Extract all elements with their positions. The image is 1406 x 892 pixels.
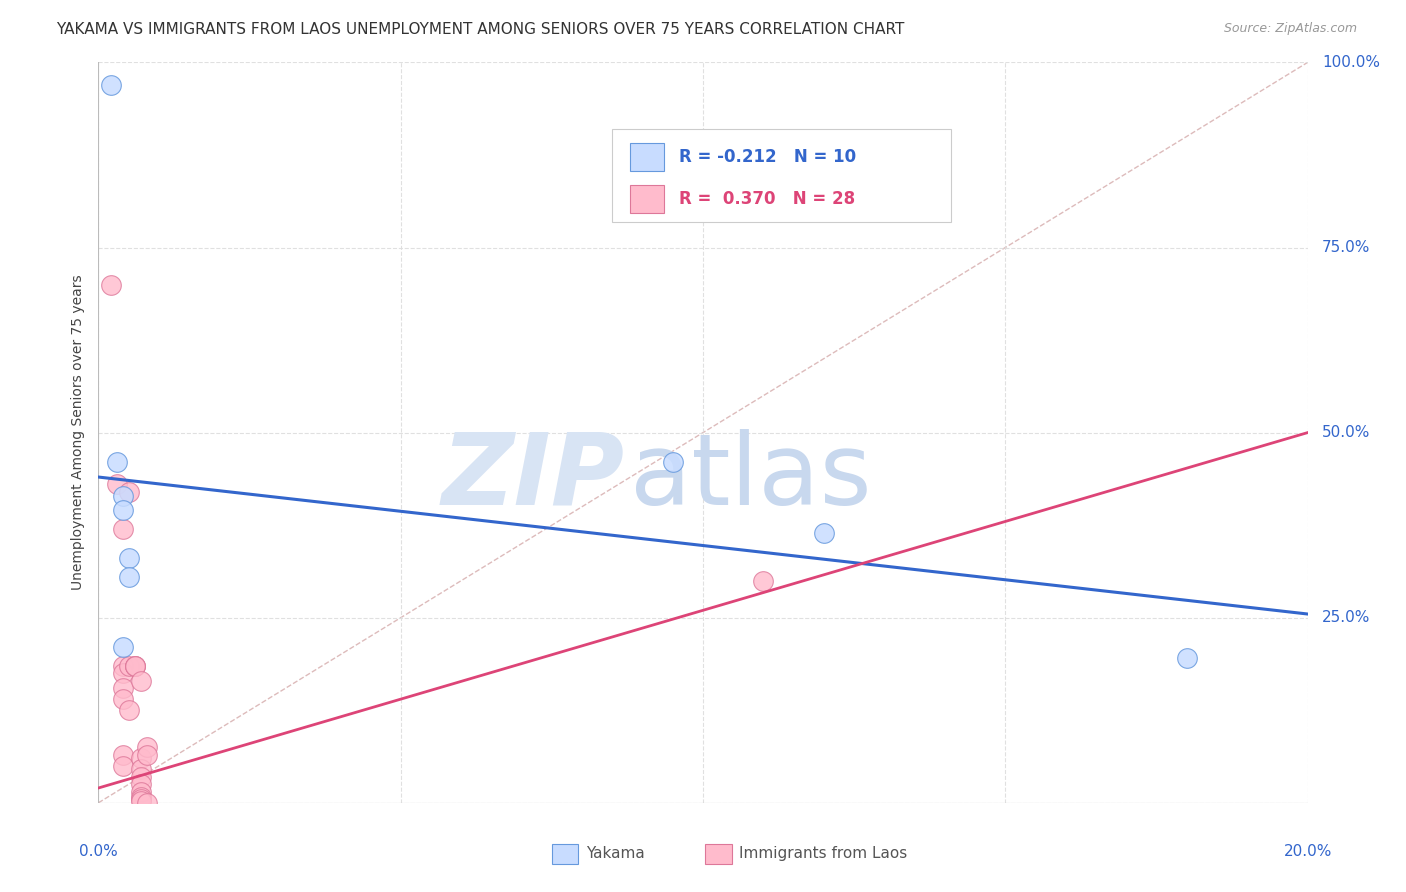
Text: Source: ZipAtlas.com: Source: ZipAtlas.com xyxy=(1223,22,1357,36)
Text: 25.0%: 25.0% xyxy=(1322,610,1371,625)
Text: R = -0.212   N = 10: R = -0.212 N = 10 xyxy=(679,148,856,166)
Point xyxy=(118,703,141,717)
FancyBboxPatch shape xyxy=(613,129,950,221)
Text: 0.0%: 0.0% xyxy=(79,844,118,858)
Point xyxy=(813,525,835,540)
Point xyxy=(752,574,775,588)
Point xyxy=(129,777,152,791)
Point xyxy=(661,455,683,469)
Point xyxy=(129,763,152,777)
Point xyxy=(124,658,146,673)
FancyBboxPatch shape xyxy=(630,185,664,212)
Point xyxy=(111,747,134,762)
Point xyxy=(100,277,122,292)
Point xyxy=(100,78,122,92)
Point xyxy=(124,658,146,673)
Point xyxy=(1175,651,1198,665)
Y-axis label: Unemployment Among Seniors over 75 years: Unemployment Among Seniors over 75 years xyxy=(72,275,86,591)
Point xyxy=(111,522,134,536)
Text: Yakama: Yakama xyxy=(586,847,644,862)
Point xyxy=(111,758,134,772)
Point xyxy=(129,794,152,808)
Point xyxy=(129,751,152,765)
Point xyxy=(111,640,134,655)
Point xyxy=(135,740,157,755)
Point xyxy=(111,658,134,673)
Text: 100.0%: 100.0% xyxy=(1322,55,1381,70)
Point xyxy=(124,658,146,673)
FancyBboxPatch shape xyxy=(630,143,664,171)
Point xyxy=(129,792,152,806)
Point xyxy=(129,789,152,804)
Point xyxy=(111,681,134,695)
Text: atlas: atlas xyxy=(630,428,872,525)
Point xyxy=(105,477,128,491)
Point xyxy=(118,658,141,673)
Point xyxy=(129,785,152,799)
Point xyxy=(105,455,128,469)
Point xyxy=(118,551,141,566)
Text: 75.0%: 75.0% xyxy=(1322,240,1371,255)
Text: YAKAMA VS IMMIGRANTS FROM LAOS UNEMPLOYMENT AMONG SENIORS OVER 75 YEARS CORRELAT: YAKAMA VS IMMIGRANTS FROM LAOS UNEMPLOYM… xyxy=(56,22,904,37)
Text: R =  0.370   N = 28: R = 0.370 N = 28 xyxy=(679,190,855,208)
Point xyxy=(118,570,141,584)
Point xyxy=(118,484,141,499)
Point xyxy=(111,692,134,706)
Point xyxy=(129,673,152,688)
Text: 50.0%: 50.0% xyxy=(1322,425,1371,440)
Point xyxy=(129,770,152,784)
Point xyxy=(111,666,134,681)
Point xyxy=(135,796,157,810)
Point xyxy=(135,747,157,762)
Text: 20.0%: 20.0% xyxy=(1284,844,1331,858)
FancyBboxPatch shape xyxy=(706,844,733,863)
Point xyxy=(111,503,134,517)
FancyBboxPatch shape xyxy=(551,844,578,863)
Text: ZIP: ZIP xyxy=(441,428,624,525)
Point xyxy=(111,489,134,503)
Text: Immigrants from Laos: Immigrants from Laos xyxy=(740,847,907,862)
